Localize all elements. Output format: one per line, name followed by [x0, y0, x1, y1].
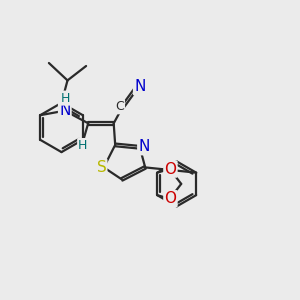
Text: N: N [134, 79, 146, 94]
Text: H: H [61, 92, 70, 105]
Text: O: O [164, 191, 176, 206]
Text: N: N [138, 139, 150, 154]
Text: C: C [115, 100, 124, 113]
Text: N: N [59, 103, 70, 118]
Text: O: O [164, 161, 176, 176]
Text: S: S [97, 160, 106, 175]
Text: H: H [78, 139, 88, 152]
